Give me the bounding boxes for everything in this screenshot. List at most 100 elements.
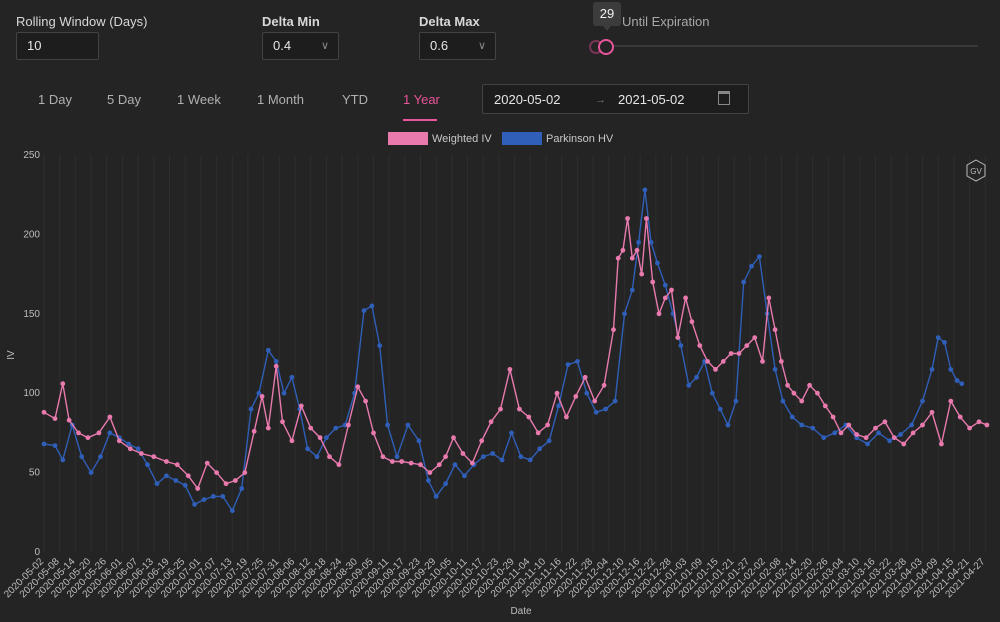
data-point xyxy=(736,351,742,356)
data-point xyxy=(720,359,726,364)
data-point xyxy=(554,390,560,396)
active-tab-indicator xyxy=(403,119,437,121)
data-point xyxy=(810,425,816,431)
delta-min-label: Delta Min xyxy=(262,14,320,29)
data-point xyxy=(876,430,881,436)
tab-1-week[interactable]: 1 Week xyxy=(177,92,221,107)
data-point xyxy=(314,454,320,460)
chevron-down-icon: ∨ xyxy=(477,40,486,52)
data-point xyxy=(361,308,367,313)
data-point xyxy=(545,422,550,428)
data-point xyxy=(451,435,456,441)
data-point xyxy=(898,432,903,437)
data-point xyxy=(815,390,820,396)
data-point xyxy=(556,403,561,409)
data-point xyxy=(636,239,641,245)
data-point xyxy=(910,430,916,436)
data-point xyxy=(462,473,467,479)
start-date[interactable]: 2020-05-02 xyxy=(494,92,561,107)
data-point xyxy=(629,287,635,293)
data-point xyxy=(280,419,285,425)
data-point xyxy=(469,460,475,466)
data-point xyxy=(846,422,852,428)
data-point xyxy=(648,239,654,245)
data-point xyxy=(418,462,423,468)
data-point xyxy=(518,454,524,460)
y-tick-label: 200 xyxy=(23,229,40,240)
data-point xyxy=(259,394,265,399)
expiration-slider-track[interactable] xyxy=(600,45,978,47)
tab-1-year[interactable]: 1 Year xyxy=(403,92,440,107)
delta-min-value: 0.4 xyxy=(273,38,292,53)
data-point xyxy=(744,343,750,348)
data-point xyxy=(380,454,386,460)
data-point xyxy=(164,459,169,464)
delta-min-select[interactable]: 0.4 ∨ xyxy=(262,32,339,60)
data-point xyxy=(675,335,681,340)
data-point xyxy=(336,462,342,468)
calendar-icon[interactable] xyxy=(718,91,730,105)
data-point xyxy=(214,470,220,475)
expiration-tooltip: 29 xyxy=(593,2,621,31)
data-point xyxy=(882,419,888,425)
data-point xyxy=(427,470,433,475)
tab-1-day[interactable]: 1 Day xyxy=(38,92,72,107)
data-point xyxy=(939,441,944,447)
data-point xyxy=(526,414,532,420)
data-point xyxy=(622,311,627,317)
data-point xyxy=(333,425,339,431)
data-point xyxy=(920,398,925,404)
data-point xyxy=(480,454,486,460)
tab-5-day[interactable]: 5 Day xyxy=(107,92,141,107)
data-point xyxy=(499,457,505,463)
y-tick-label: 0 xyxy=(34,547,40,558)
data-point xyxy=(60,457,66,463)
data-point xyxy=(229,508,235,514)
data-point xyxy=(954,378,960,383)
data-point xyxy=(164,473,169,479)
end-date[interactable]: 2021-05-02 xyxy=(618,92,685,107)
y-tick-label: 100 xyxy=(23,388,40,399)
data-point xyxy=(389,459,395,464)
data-point xyxy=(887,438,892,444)
expiration-slider-handle[interactable] xyxy=(598,39,614,55)
data-point xyxy=(79,454,85,460)
legend-swatch[interactable] xyxy=(388,132,428,145)
data-point xyxy=(107,430,113,436)
data-point xyxy=(611,327,616,333)
data-point xyxy=(298,403,304,409)
data-point xyxy=(644,216,649,221)
legend-swatch[interactable] xyxy=(502,132,542,145)
data-point xyxy=(582,374,588,380)
data-point xyxy=(656,311,662,317)
data-point xyxy=(192,502,198,507)
data-point xyxy=(96,430,102,436)
data-point xyxy=(612,398,618,404)
data-point xyxy=(669,287,674,293)
data-point xyxy=(832,430,838,436)
data-point xyxy=(509,430,514,436)
data-point xyxy=(791,390,797,396)
data-point xyxy=(615,255,621,261)
data-point xyxy=(239,486,245,491)
legend-label[interactable]: Weighted IV xyxy=(432,133,492,145)
legend-label[interactable]: Parkinson HV xyxy=(546,133,614,145)
data-point xyxy=(639,271,645,277)
data-point xyxy=(85,435,91,441)
data-point xyxy=(757,254,762,259)
delta-max-select[interactable]: 0.6 ∨ xyxy=(419,32,496,60)
data-point xyxy=(935,335,941,340)
data-point xyxy=(573,394,579,399)
tab-ytd[interactable]: YTD xyxy=(342,92,368,107)
data-point xyxy=(460,451,466,456)
tab-1-month[interactable]: 1 Month xyxy=(257,92,304,107)
data-point xyxy=(537,446,543,452)
data-point xyxy=(416,438,422,444)
data-point xyxy=(749,263,754,269)
rolling-window-input[interactable]: 10 xyxy=(16,32,99,60)
data-point xyxy=(625,216,630,221)
data-point xyxy=(662,282,668,288)
data-point xyxy=(154,481,160,487)
data-point xyxy=(780,398,786,404)
date-range-picker[interactable]: 2020-05-02 → 2021-05-02 xyxy=(482,84,749,114)
